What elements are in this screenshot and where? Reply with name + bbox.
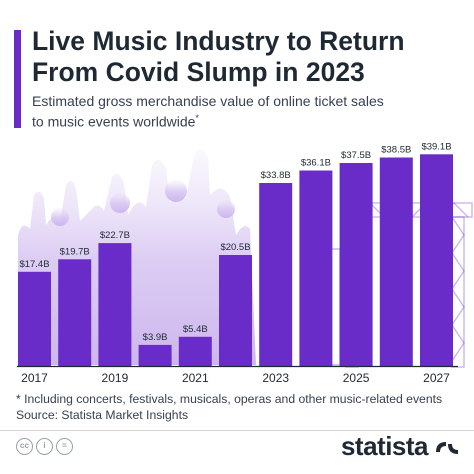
bar-2026 — [379, 157, 413, 366]
bar-2017 — [18, 271, 51, 366]
attribution-icon[interactable]: i — [36, 438, 53, 455]
bar-2019 — [98, 243, 132, 366]
bar-2027 — [420, 154, 453, 366]
value-label-2017: $17.4B — [19, 259, 49, 270]
bar-2020 — [138, 344, 172, 366]
subtitle-line-2: to music events worldwide — [32, 113, 196, 130]
x-tick-label-2017: 2017 — [21, 371, 48, 385]
footer-divider — [0, 430, 474, 431]
x-tick-label-2021: 2021 — [182, 371, 209, 385]
value-label-2023: $33.8B — [261, 170, 291, 181]
bar-2018 — [58, 259, 92, 366]
source-text: Source: Statista Market Insights — [16, 408, 189, 422]
value-label-2020: $3.9B — [143, 332, 168, 343]
value-label-2025: $37.5B — [341, 150, 371, 161]
x-tick-label-2023: 2023 — [262, 371, 289, 385]
value-label-2021: $5.4B — [183, 324, 208, 335]
bar-2022 — [219, 255, 252, 366]
creative-commons-icon[interactable]: cc — [16, 438, 33, 455]
value-label-2024: $36.1B — [301, 158, 331, 169]
title-line-2: From Covid Slump in 2023 — [32, 57, 365, 87]
bar-chart: $17.4B $19.7B $22.7B $3.9B $5.4B $20.5B $33.8B… — [17, 141, 473, 385]
value-label-2026: $38.5B — [381, 145, 411, 156]
bar-2025 — [339, 163, 373, 366]
bar-2023 — [259, 183, 293, 366]
footnote-text: * Including concerts, festivals, musical… — [16, 392, 443, 406]
value-label-2018: $19.7B — [60, 246, 90, 257]
x-tick-label-2027: 2027 — [423, 371, 450, 385]
bar-2024 — [299, 170, 333, 366]
no-derivatives-icon[interactable]: = — [56, 438, 73, 455]
footnote-block: * Including concerts, festivals, musical… — [16, 391, 466, 423]
subtitle-line-1: Estimated gross merchandise value of onl… — [32, 93, 384, 109]
statista-logo-mark-icon — [436, 442, 458, 454]
x-tick-label-2025: 2025 — [343, 371, 370, 385]
bars-group — [18, 154, 453, 366]
title-accent-bar — [14, 30, 21, 128]
bar-2021 — [178, 336, 212, 366]
x-tick-label-2019: 2019 — [102, 371, 129, 385]
statista-logo-text[interactable]: statista — [340, 431, 429, 461]
value-label-2022: $20.5B — [220, 242, 250, 253]
chart-title: Live Music Industry to Return From Covid… — [32, 26, 462, 88]
value-label-2027: $39.1B — [421, 141, 451, 152]
license-icons: cc i = — [16, 438, 73, 455]
x-tick-labels-group: 2017 2019 2021 2023 2025 2027 — [21, 371, 450, 385]
value-labels-group: $17.4B $19.7B $22.7B $3.9B $5.4B $20.5B $33.8B… — [19, 141, 451, 343]
title-line-1: Live Music Industry to Return — [32, 26, 405, 56]
subtitle-footnote-marker: * — [195, 113, 199, 123]
value-label-2019: $22.7B — [100, 230, 130, 241]
chart-subtitle: Estimated gross merchandise value of onl… — [32, 93, 462, 131]
